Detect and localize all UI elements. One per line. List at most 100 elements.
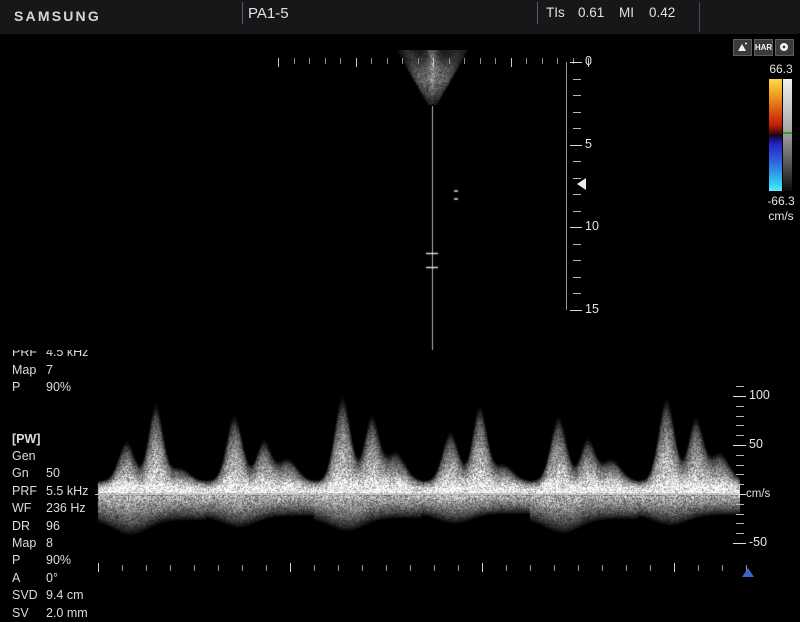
depth-ruler-line — [566, 62, 567, 310]
param-key: SV — [12, 605, 29, 620]
image-tool-buttons[interactable]: HAR — [733, 39, 794, 56]
gear-glyph — [780, 43, 788, 51]
pw-unit-label: cm/s — [746, 488, 771, 500]
pw-spectrum-canvas[interactable] — [0, 352, 740, 557]
sector-tick — [541, 58, 543, 64]
gray-map-marker — [783, 132, 792, 134]
harmonic-icon[interactable]: HAR — [754, 39, 773, 56]
depth-tick — [573, 78, 581, 80]
depth-tick-label: 5 — [585, 136, 592, 151]
depth-tick — [573, 95, 581, 97]
focus-marker[interactable] — [577, 178, 586, 191]
color-bar-cool — [769, 135, 782, 191]
pw-baseline[interactable] — [95, 494, 740, 495]
settings-icon[interactable] — [775, 39, 794, 56]
depth-tick — [570, 310, 582, 311]
depth-tick-label: 10 — [585, 219, 599, 234]
param-row: SV 2.0 mm — [12, 605, 130, 622]
pw-tick — [733, 396, 746, 397]
time-tick — [434, 565, 435, 571]
sector-tick — [588, 58, 589, 67]
time-tick — [410, 565, 411, 571]
sector-tick — [495, 58, 496, 64]
pw-tick — [733, 543, 746, 544]
depth-tick — [573, 210, 581, 212]
sector-tick — [371, 58, 372, 64]
depth-tick — [573, 194, 581, 196]
param-value: 9.4 cm — [46, 588, 84, 603]
header-divider-1 — [242, 2, 243, 24]
sector-canvas[interactable] — [0, 50, 620, 350]
time-ruler — [98, 563, 758, 573]
color-bar-unit: cm/s — [768, 209, 794, 223]
pw-tick — [736, 513, 744, 515]
sector-tick — [340, 58, 341, 64]
depth-tick — [573, 260, 581, 262]
depth-tick — [570, 62, 582, 63]
color-bar-max: 66.3 — [769, 62, 793, 76]
time-tick — [482, 563, 483, 572]
sector-tick — [324, 58, 326, 64]
sector-tick — [386, 58, 388, 64]
sector-tick — [464, 58, 465, 64]
pw-tick — [736, 425, 744, 427]
header-bar: SAMSUNG PA1-5 TIs 0.61 MI 0.42 — [0, 0, 800, 34]
time-tick — [530, 565, 531, 571]
time-tick — [458, 565, 459, 571]
sector-tick — [417, 58, 419, 64]
time-tick — [314, 565, 315, 571]
header-divider-3 — [699, 2, 700, 32]
pw-tick — [736, 386, 744, 388]
header-divider-2 — [537, 2, 538, 24]
param-row: A 0° — [12, 570, 130, 587]
time-tick — [122, 565, 123, 571]
tis-label: TIs — [546, 5, 565, 20]
depth-ruler: 0 5 10 15 — [566, 54, 620, 318]
time-tick — [698, 565, 699, 571]
time-tick — [362, 565, 363, 571]
sector-tick — [510, 58, 512, 67]
time-tick — [290, 563, 291, 572]
pw-tick — [736, 435, 744, 437]
pw-tick — [736, 415, 744, 417]
sweep-position-marker[interactable] — [742, 568, 754, 577]
tis-value: 0.61 — [578, 5, 605, 20]
sector-tick — [479, 58, 481, 64]
param-row: SVD 9.4 cm — [12, 587, 130, 604]
pw-tick — [736, 474, 744, 476]
pw-tick — [733, 445, 746, 446]
sector-tick — [309, 58, 310, 64]
pw-tick — [736, 523, 744, 525]
color-velocity-bar: 66.3 -66.3 cm/s — [762, 62, 800, 242]
time-tick — [170, 565, 171, 571]
depth-tick — [573, 293, 581, 295]
image-preset-icon[interactable] — [733, 39, 752, 56]
pw-tick — [736, 533, 744, 535]
time-tick — [554, 565, 555, 571]
sector-tick — [278, 58, 279, 67]
depth-tick-label: 0 — [585, 54, 592, 68]
pw-tick — [733, 494, 746, 495]
depth-tick — [573, 111, 581, 113]
color-bar-min: -66.3 — [767, 194, 795, 208]
depth-tick — [573, 177, 581, 179]
pw-tick — [736, 405, 744, 407]
time-tick — [650, 565, 651, 571]
time-tick — [674, 563, 675, 572]
pw-spectrum[interactable] — [0, 352, 740, 557]
b-mode-image[interactable] — [0, 50, 620, 350]
pw-tick — [736, 454, 744, 456]
pw-tick-label: 100 — [749, 388, 770, 402]
time-tick — [386, 565, 387, 571]
depth-tick — [570, 144, 582, 146]
pw-tick — [736, 464, 744, 466]
param-key: A — [12, 570, 21, 585]
pw-tick-label: 50 — [749, 437, 763, 451]
time-tick — [218, 565, 219, 571]
mi-value: 0.42 — [649, 5, 676, 20]
pw-tick — [736, 503, 744, 505]
param-key: SVD — [12, 588, 38, 603]
gray-map-bar — [783, 79, 792, 191]
sector-tick — [557, 58, 558, 64]
